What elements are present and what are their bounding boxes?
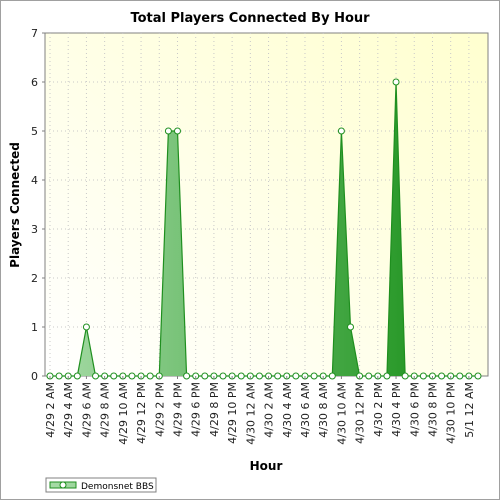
plot-area: [44, 32, 489, 377]
data-point: [110, 372, 118, 380]
data-point: [438, 372, 446, 380]
x-tick-label: 4/29 4 AM: [62, 382, 75, 438]
x-tick-label: 4/29 2 PM: [153, 382, 166, 437]
x-tick-label: 4/30 2 AM: [263, 382, 276, 438]
x-tick-label: 4/29 12 PM: [135, 382, 148, 444]
data-point: [328, 372, 336, 380]
y-axis-label: Players Connected: [8, 142, 22, 268]
x-tick-label: 4/30 4 AM: [281, 382, 294, 438]
x-tick-label: 4/29 10 AM: [117, 382, 130, 445]
data-point: [73, 372, 81, 380]
x-tick-label: 4/29 2 AM: [44, 382, 57, 438]
x-tick-label: 4/30 6 PM: [408, 382, 421, 437]
x-tick-label: 4/30 10 PM: [445, 382, 458, 444]
data-point: [201, 372, 209, 380]
x-tick-label: 4/29 6 AM: [80, 382, 93, 438]
data-point: [310, 372, 318, 380]
data-point: [128, 372, 136, 380]
data-point: [383, 372, 391, 380]
x-tick-label: 4/30 6 AM: [299, 382, 312, 438]
data-point: [337, 127, 345, 135]
y-tick-label: 4: [31, 174, 38, 187]
data-point: [365, 372, 373, 380]
data-point: [219, 372, 227, 380]
data-point: [92, 372, 100, 380]
data-point: [55, 372, 63, 380]
data-point: [82, 323, 90, 331]
y-tick-label: 3: [31, 223, 38, 236]
x-tick-label: 5/1 12 AM: [463, 382, 476, 438]
x-tick-label: 4/30 12 PM: [354, 382, 367, 444]
data-point: [173, 127, 181, 135]
data-point: [255, 372, 263, 380]
data-point: [146, 372, 154, 380]
x-tick-label: 4/30 10 AM: [335, 382, 348, 445]
data-point: [392, 78, 400, 86]
data-point: [237, 372, 245, 380]
data-point: [274, 372, 282, 380]
x-tick-label: 4/30 8 PM: [426, 382, 439, 437]
area-peak: [386, 82, 406, 376]
legend-label: Demonsnet BBS: [81, 482, 154, 492]
x-tick-label: 4/30 4 PM: [390, 382, 403, 437]
x-tick-label: 4/29 8 AM: [99, 382, 112, 438]
y-tick-label: 0: [31, 370, 38, 383]
series-markers: [46, 78, 482, 380]
data-point: [419, 372, 427, 380]
y-tick-label: 6: [31, 76, 38, 89]
chart-title: Total Players Connected By Hour: [130, 11, 370, 26]
y-tick-label: 1: [31, 321, 38, 334]
x-axis-label: Hour: [250, 459, 283, 473]
y-axis: 0 1 2 3 4 5 6 7: [31, 27, 45, 383]
x-tick-label: 4/30 2 PM: [372, 382, 385, 437]
x-tick-label: 4/29 6 PM: [190, 382, 203, 437]
x-axis: 4/29 2 AM 4/29 4 AM 4/29 6 AM 4/29 8 AM 4/29…: [44, 376, 476, 445]
data-point: [456, 372, 464, 380]
area-peak: [77, 327, 96, 376]
x-tick-label: 4/30 8 AM: [317, 382, 330, 438]
legend-marker: [59, 481, 67, 489]
y-tick-label: 5: [31, 125, 38, 138]
data-point: [292, 372, 300, 380]
data-point: [347, 323, 355, 331]
data-point: [474, 372, 482, 380]
x-tick-label: 4/29 8 PM: [208, 382, 221, 437]
legend: Demonsnet BBS: [45, 477, 157, 493]
x-tick-label: 4/30 12 AM: [244, 382, 257, 445]
x-tick-label: 4/29 4 PM: [171, 382, 184, 437]
data-point: [401, 372, 409, 380]
data-point: [183, 372, 191, 380]
x-tick-label: 4/29 10 PM: [226, 382, 239, 444]
y-tick-label: 7: [31, 27, 38, 40]
data-point: [164, 127, 172, 135]
y-tick-label: 2: [31, 272, 38, 285]
